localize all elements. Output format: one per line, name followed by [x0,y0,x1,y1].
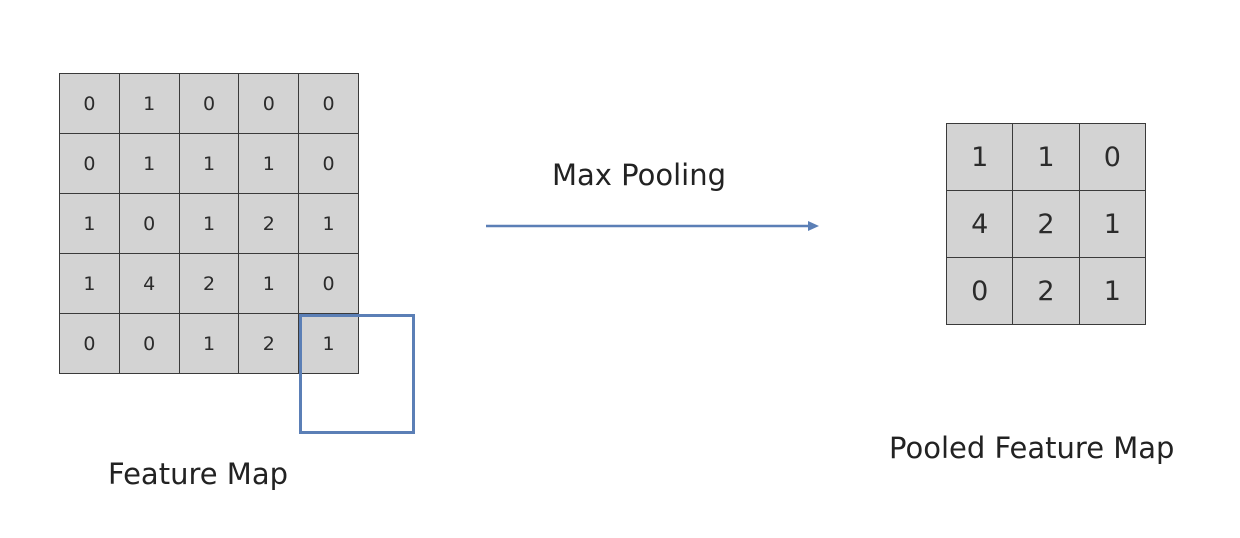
pooling-window-highlight [299,314,415,434]
pooled-map-cell: 1 [1078,257,1147,325]
feature-map-cell: 1 [298,193,359,254]
feature-map-cell: 2 [178,253,240,314]
feature-map-cell: 0 [118,193,180,254]
feature-map-cell: 1 [238,253,300,314]
feature-map-cell: 1 [178,133,240,194]
arrow-right-icon [486,221,819,231]
pooled-map-cell: 0 [945,257,1014,325]
feature-map-cell: 4 [118,253,180,314]
feature-map-cell: 0 [298,133,359,194]
feature-map-row: 0 1 1 1 0 [59,133,359,194]
feature-map-cell: 1 [118,73,180,134]
pooled-map-cell: 1 [1078,190,1147,258]
feature-map-row: 0 1 0 0 0 [59,73,359,134]
feature-map-cell: 1 [59,193,120,254]
pooled-map-cell: 0 [1078,123,1147,191]
feature-map-row: 1 4 2 1 0 [59,253,359,314]
feature-map-cell: 2 [238,193,300,254]
feature-map-cell: 0 [59,313,120,374]
feature-map-grid: 0 1 0 0 0 0 1 1 1 0 1 0 1 2 1 1 [59,73,359,374]
pooled-map-row: 4 2 1 [945,190,1147,258]
arrow-head [808,221,819,231]
pooled-map-cell: 1 [1012,123,1080,191]
feature-map-label: Feature Map [108,457,289,491]
feature-map-cell: 0 [118,313,180,374]
pooled-feature-map-label: Pooled Feature Map [889,431,1175,465]
pooled-map-cell: 2 [1012,257,1080,325]
feature-map-cell: 1 [178,313,240,374]
pooled-feature-map-grid: 1 1 0 4 2 1 0 2 1 [945,123,1147,325]
feature-map-cell: 2 [238,313,300,374]
feature-map-cell: 0 [59,133,120,194]
max-pooling-label: Max Pooling [552,158,727,192]
feature-map-cell: 0 [298,73,359,134]
feature-map-cell: 1 [59,253,120,314]
pooled-map-row: 0 2 1 [945,257,1147,325]
feature-map-cell: 0 [59,73,120,134]
feature-map-cell: 1 [178,193,240,254]
feature-map-cell: 1 [118,133,180,194]
feature-map-row: 1 0 1 2 1 [59,193,359,254]
feature-map-cell: 0 [178,73,240,134]
pooled-map-cell: 1 [945,123,1014,191]
pooled-map-cell: 2 [1012,190,1080,258]
pooled-map-cell: 4 [945,190,1014,258]
pooled-map-row: 1 1 0 [945,123,1147,191]
feature-map-cell: 0 [298,253,359,314]
feature-map-row: 0 0 1 2 1 [59,313,359,374]
feature-map-cell: 1 [238,133,300,194]
feature-map-cell: 0 [238,73,300,134]
